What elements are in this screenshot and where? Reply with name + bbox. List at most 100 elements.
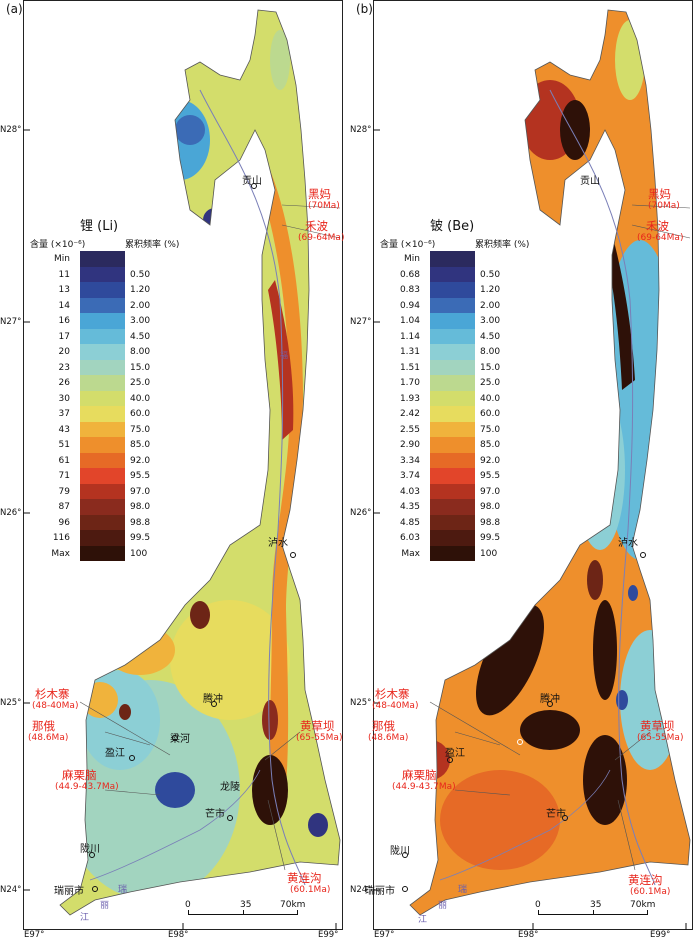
legend-cum-value: 3.00 — [130, 316, 151, 326]
legend-swatch — [430, 282, 475, 298]
deposit-age: (60.1Ma) — [630, 887, 671, 897]
legend-swatch — [430, 344, 475, 360]
legend-swatch — [80, 452, 125, 468]
legend-value: 17 — [58, 331, 70, 342]
legend-value: 11 — [58, 269, 70, 280]
legend-swatch — [80, 251, 125, 267]
legend-swatch — [80, 297, 125, 313]
panel-b: (b) — [350, 0, 700, 943]
place-label: 瑞丽市 — [365, 886, 395, 897]
legend-value: 16 — [58, 316, 70, 326]
deposit-label: 黄草坝 — [640, 719, 675, 733]
legend-swatch — [80, 328, 125, 344]
lat-label: N28° — [0, 125, 22, 135]
legend-cum-value: 92.0 — [480, 455, 501, 466]
legend-value: 4.03 — [399, 486, 420, 497]
legend-swatch — [430, 359, 475, 375]
place-label: 龙陵 — [220, 782, 240, 793]
legend-swatch — [430, 328, 475, 344]
legend-swatch — [80, 499, 125, 515]
deposit-age: (69-64Ma) — [637, 233, 684, 243]
legend-value: 0.83 — [399, 285, 420, 295]
place-label: 福 — [280, 351, 288, 360]
legend-swatch — [80, 437, 125, 453]
legend-cum-value: 97.0 — [130, 486, 151, 497]
legend-value: 116 — [52, 533, 70, 543]
legend-swatch — [430, 499, 475, 515]
legend-value: 96 — [58, 517, 70, 528]
legend-value: 6.03 — [399, 533, 420, 543]
legend-value: 2.55 — [399, 424, 420, 435]
lat-label: N25° — [0, 698, 22, 708]
legend-swatch — [80, 375, 125, 391]
place-label: 盈江 — [445, 748, 465, 759]
lon-label: E98° — [168, 930, 189, 940]
place-label: 瑞丽市 — [54, 886, 84, 897]
panel-label: (a) — [6, 2, 23, 16]
legend-cum-header: 累积频率 (%) — [125, 240, 180, 250]
legend-cum-value: 4.50 — [480, 331, 501, 342]
lat-label: N24° — [0, 885, 22, 895]
legend-swatch — [80, 530, 125, 546]
lat-label: N28° — [350, 125, 372, 135]
deposit-label: 麻栗脑 — [62, 768, 97, 782]
lat-label: N25° — [350, 698, 372, 708]
legend-cum-value: 40.0 — [130, 393, 151, 404]
legend-cum-value: 15.0 — [480, 362, 501, 373]
scale-tick — [538, 910, 539, 915]
legend-cum-value: 25.0 — [480, 378, 501, 388]
legend-value: 26 — [58, 378, 70, 388]
legend-cum-value: 98.8 — [130, 517, 151, 528]
legend-value: 1.70 — [399, 378, 420, 388]
legend-cum-value: 98.0 — [130, 502, 151, 512]
scale-tick-label: 35 — [590, 900, 602, 910]
legend-cum-value: 8.00 — [480, 347, 501, 357]
legend-cum-value: 75.0 — [130, 424, 151, 435]
deposit-label: 麻栗脑 — [402, 768, 437, 782]
legend-cum-value: 60.0 — [130, 409, 151, 419]
legend-cum-value: 1.20 — [130, 285, 151, 295]
scale-tick-label: 70km — [280, 900, 306, 910]
legend-value: 30 — [58, 393, 70, 404]
deposit-label: 杉木寨 — [35, 687, 70, 701]
deposit-age: (48-40Ma) — [372, 701, 419, 711]
legend-cum-value: 0.50 — [130, 269, 151, 280]
deposit-label: 黑妈 — [308, 187, 331, 201]
place-label: 泸水 — [268, 538, 288, 549]
legend-swatch — [430, 530, 475, 546]
legend-cum-header: 累积频率 (%) — [475, 240, 530, 250]
legend-cum-value: 99.5 — [480, 533, 501, 543]
legend-swatch — [80, 266, 125, 282]
legend-content-header: 含量 (×10⁻⁶) — [30, 240, 86, 250]
legend-cum-value: 0.50 — [480, 269, 501, 280]
legend-cum-value: 95.5 — [130, 471, 151, 481]
legend-value: 0.94 — [399, 300, 420, 311]
legend-value: 4.85 — [399, 517, 420, 528]
river-label: 丽 — [438, 901, 448, 911]
legend-cum-value: 98.0 — [480, 502, 501, 512]
legend-title: 锂 (Li) — [80, 219, 119, 234]
deposit-label: 黄连沟 — [287, 871, 322, 885]
lat-label: N26° — [350, 508, 372, 518]
place-label: 陇川 — [80, 844, 100, 855]
legend-value: 3.34 — [399, 455, 420, 466]
legend-value: 3.74 — [399, 471, 420, 481]
legend-swatch — [430, 514, 475, 530]
place-label: 陇川 — [390, 846, 410, 857]
lon-label: E99° — [650, 930, 671, 940]
legend-swatch — [80, 359, 125, 375]
legend-swatch — [80, 344, 125, 360]
deposit-age: (65-55Ma) — [637, 733, 684, 743]
legend-value: Max — [51, 548, 70, 559]
legend-swatch — [430, 545, 475, 561]
lat-label: N27° — [0, 317, 22, 327]
legend-swatch — [80, 468, 125, 484]
deposit-age: (48-40Ma) — [32, 701, 79, 711]
legend-value: Min — [54, 254, 70, 264]
legend-cum-value: 15.0 — [130, 362, 151, 373]
place-label: 芒市 — [205, 809, 225, 820]
legend-cum-value: 2.00 — [480, 300, 501, 311]
legend-value: 1.93 — [399, 393, 420, 404]
legend-value: 23 — [58, 362, 70, 373]
place-label: 梁河 — [170, 734, 190, 745]
